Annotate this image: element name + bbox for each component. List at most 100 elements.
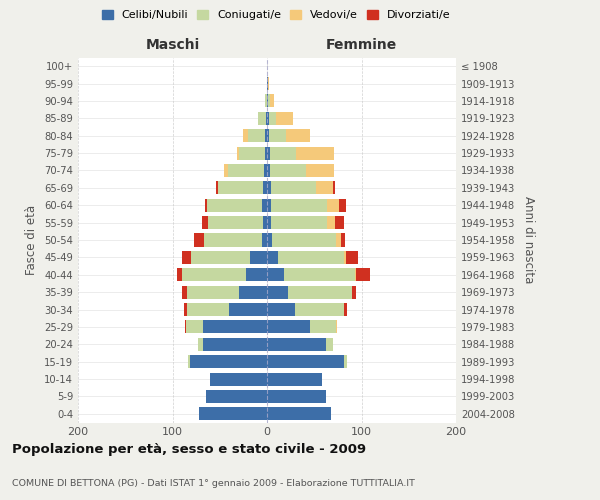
Bar — [184, 303, 187, 316]
Bar — [346, 251, 358, 264]
Bar — [205, 198, 208, 212]
Bar — [284, 268, 355, 281]
Bar — [335, 216, 344, 229]
Bar — [272, 234, 336, 246]
Bar — [271, 182, 316, 194]
Bar — [278, 251, 344, 264]
Bar — [266, 112, 267, 125]
Bar — [271, 198, 328, 212]
Bar — [199, 408, 267, 420]
Bar — [267, 112, 269, 125]
Bar — [344, 355, 347, 368]
Bar — [328, 216, 335, 229]
Y-axis label: Fasce di età: Fasce di età — [25, 205, 38, 275]
Bar — [316, 182, 333, 194]
Bar — [187, 303, 229, 316]
Bar — [203, 234, 262, 246]
Bar — [269, 129, 286, 142]
Bar — [277, 112, 293, 125]
Bar — [264, 164, 267, 177]
Bar — [190, 355, 267, 368]
Bar — [267, 164, 270, 177]
Y-axis label: Anni di nascita: Anni di nascita — [522, 196, 535, 284]
Bar — [237, 146, 239, 160]
Bar — [188, 355, 190, 368]
Text: COMUNE DI BETTONA (PG) - Dati ISTAT 1° gennaio 2009 - Elaborazione TUTTITALIA.IT: COMUNE DI BETTONA (PG) - Dati ISTAT 1° g… — [12, 479, 415, 488]
Bar — [203, 320, 267, 334]
Bar — [336, 320, 337, 334]
Bar — [263, 216, 267, 229]
Bar — [194, 234, 203, 246]
Bar — [306, 164, 334, 177]
Bar — [198, 338, 203, 351]
Bar — [326, 338, 333, 351]
Bar — [267, 372, 322, 386]
Text: Popolazione per età, sesso e stato civile - 2009: Popolazione per età, sesso e stato civil… — [12, 442, 366, 456]
Bar — [182, 268, 246, 281]
Bar — [244, 129, 248, 142]
Bar — [267, 129, 269, 142]
Bar — [352, 286, 356, 298]
Bar — [344, 251, 346, 264]
Bar — [177, 268, 182, 281]
Bar — [265, 94, 267, 108]
Bar — [271, 216, 328, 229]
Bar — [262, 234, 267, 246]
Bar — [333, 182, 335, 194]
Bar — [270, 164, 306, 177]
Bar — [356, 268, 370, 281]
Legend: Celibi/Nubili, Coniugati/e, Vedovi/e, Divorziati/e: Celibi/Nubili, Coniugati/e, Vedovi/e, Di… — [97, 6, 455, 25]
Bar — [263, 182, 267, 194]
Bar — [191, 251, 250, 264]
Bar — [218, 182, 263, 194]
Bar — [246, 268, 267, 281]
Bar — [267, 268, 284, 281]
Bar — [267, 303, 295, 316]
Bar — [341, 234, 346, 246]
Bar — [344, 303, 347, 316]
Bar — [286, 129, 310, 142]
Bar — [267, 251, 278, 264]
Bar — [310, 320, 336, 334]
Bar — [186, 320, 203, 334]
Bar — [202, 216, 208, 229]
Bar — [336, 234, 341, 246]
Bar — [267, 198, 271, 212]
Bar — [267, 320, 310, 334]
Bar — [267, 338, 326, 351]
Bar — [267, 146, 270, 160]
Bar — [265, 146, 267, 160]
Bar — [250, 251, 267, 264]
Bar — [206, 390, 267, 403]
Bar — [239, 286, 267, 298]
Bar — [267, 355, 344, 368]
Bar — [269, 112, 277, 125]
Bar — [267, 390, 326, 403]
Bar — [267, 94, 268, 108]
Bar — [328, 198, 339, 212]
Bar — [208, 216, 263, 229]
Bar — [267, 234, 272, 246]
Bar — [268, 94, 270, 108]
Bar — [211, 372, 267, 386]
Text: Maschi: Maschi — [145, 38, 200, 52]
Bar — [267, 408, 331, 420]
Bar — [262, 198, 267, 212]
Bar — [248, 129, 265, 142]
Bar — [187, 286, 239, 298]
Bar — [288, 286, 352, 298]
Bar — [270, 146, 296, 160]
Bar — [267, 216, 271, 229]
Bar — [268, 77, 269, 90]
Bar — [270, 94, 274, 108]
Bar — [295, 303, 344, 316]
Bar — [182, 251, 191, 264]
Bar — [267, 77, 268, 90]
Bar — [224, 164, 228, 177]
Bar — [355, 268, 356, 281]
Bar — [216, 182, 218, 194]
Bar — [267, 286, 288, 298]
Bar — [265, 129, 267, 142]
Bar — [185, 320, 186, 334]
Text: Femmine: Femmine — [326, 38, 397, 52]
